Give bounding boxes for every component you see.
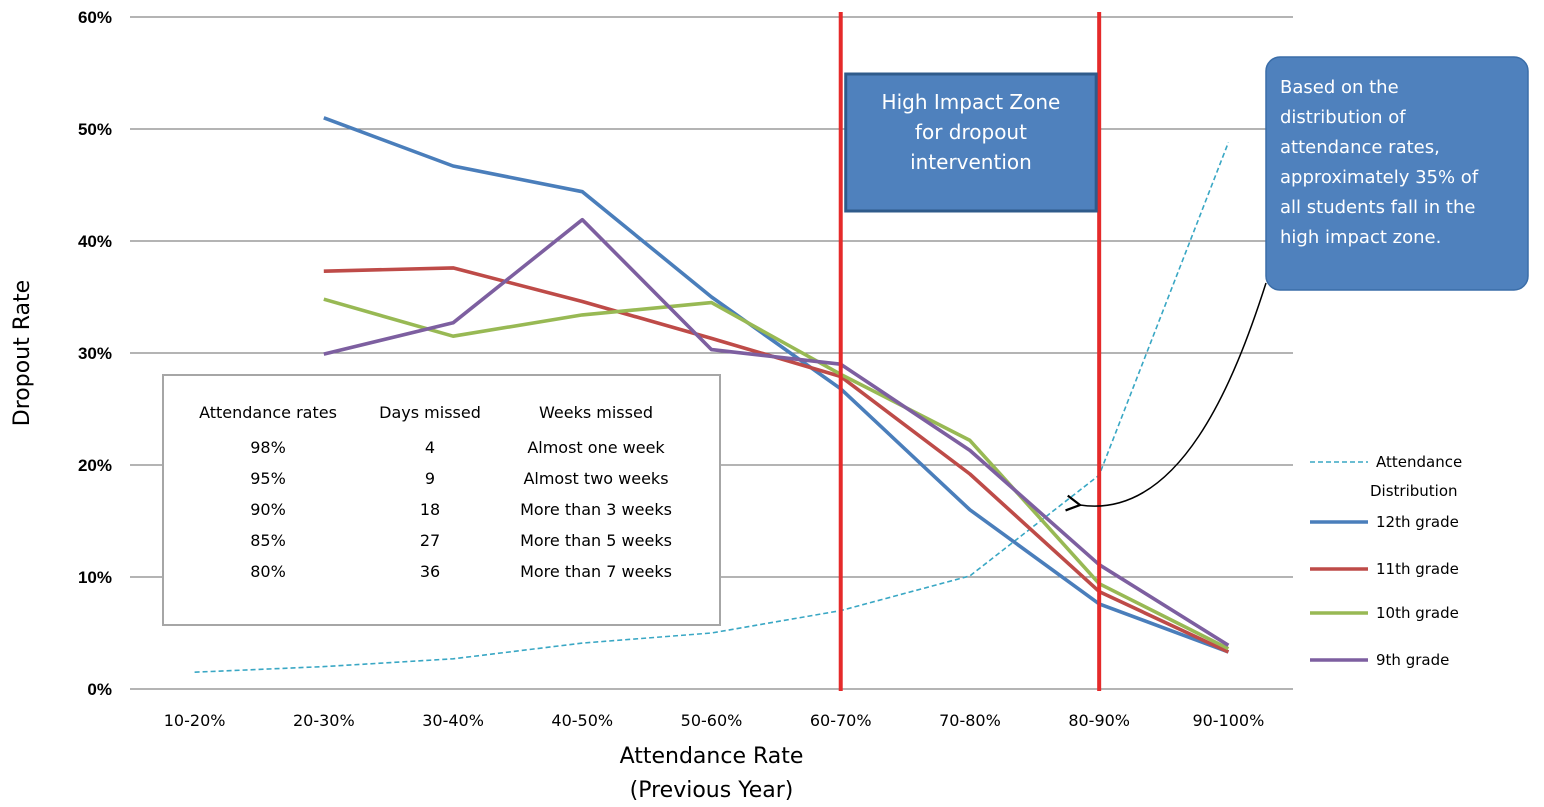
x-tick-label: 10-20% — [164, 711, 226, 730]
x-tick-label: 80-90% — [1068, 711, 1130, 730]
x-tick-label: 60-70% — [810, 711, 872, 730]
inset-table-cell: 80% — [250, 562, 286, 581]
callout-text: Based on the — [1280, 77, 1399, 98]
high-impact-zone-label: for dropout — [915, 120, 1027, 144]
callout-text: high impact zone. — [1280, 227, 1441, 248]
x-tick-label: 20-30% — [293, 711, 355, 730]
inset-table-cell: More than 3 weeks — [520, 500, 672, 519]
legend-label: Attendance — [1376, 453, 1462, 471]
x-tick-label: 30-40% — [422, 711, 484, 730]
inset-table-box — [162, 374, 721, 626]
inset-table-cell: 9 — [425, 469, 435, 488]
x-tick-label: 40-50% — [551, 711, 613, 730]
callout-text: all students fall in the — [1280, 197, 1475, 218]
callout-text: attendance rates, — [1280, 137, 1440, 158]
inset-table-cell: 18 — [420, 500, 440, 519]
legend-label: Distribution — [1370, 482, 1458, 500]
x-tick-label: 90-100% — [1192, 711, 1264, 730]
x-axis-title-sub: (Previous Year) — [630, 778, 794, 803]
inset-table-cell: 36 — [420, 562, 440, 581]
inset-table-cell: 98% — [250, 438, 286, 457]
legend-label: 12th grade — [1376, 513, 1459, 531]
inset-table-cell: Almost one week — [527, 438, 665, 457]
high-impact-zone-label: intervention — [910, 150, 1032, 174]
high-impact-zone-box — [844, 72, 1098, 213]
x-tick-label: 70-80% — [939, 711, 1001, 730]
inset-table-cell: More than 5 weeks — [520, 531, 672, 550]
callout-arrow — [1065, 282, 1267, 512]
series-line-attendance-distribution — [194, 142, 1230, 673]
series-line-12th-grade — [323, 116, 1230, 654]
inset-table-cell: Almost two weeks — [523, 469, 668, 488]
legend-label: 11th grade — [1376, 560, 1459, 578]
inset-table-cell: 27 — [420, 531, 440, 550]
series-line-9th-grade — [323, 217, 1230, 647]
y-tick-label: 50% — [78, 120, 112, 139]
y-tick-label: 10% — [78, 568, 112, 587]
high-impact-zone-label: High Impact Zone — [882, 90, 1061, 114]
inset-table-cell: 90% — [250, 500, 286, 519]
y-tick-label: 60% — [78, 8, 112, 27]
y-tick-label: 30% — [78, 344, 112, 363]
legend-label: 10th grade — [1376, 604, 1459, 622]
inset-table-cell: More than 7 weeks — [520, 562, 672, 581]
series-line-10th-grade — [323, 297, 1230, 651]
legend-label: 9th grade — [1376, 651, 1449, 669]
callout-box — [1265, 56, 1529, 291]
inset-table-cell: 4 — [425, 438, 435, 457]
y-tick-label: 0% — [87, 680, 112, 699]
inset-table-header: Weeks missed — [539, 403, 653, 422]
callout-text: distribution of — [1280, 107, 1406, 128]
x-axis-title: Attendance Rate — [620, 744, 804, 769]
x-tick-label: 50-60% — [681, 711, 743, 730]
y-tick-label: 40% — [78, 232, 112, 251]
inset-table-cell: 85% — [250, 531, 286, 550]
inset-table-header: Days missed — [379, 403, 481, 422]
inset-table-header: Attendance rates — [199, 403, 337, 422]
y-axis-title: Dropout Rate — [10, 280, 35, 426]
inset-table-cell: 95% — [250, 469, 286, 488]
callout-text: approximately 35% of — [1280, 167, 1479, 188]
y-tick-label: 20% — [78, 456, 112, 475]
